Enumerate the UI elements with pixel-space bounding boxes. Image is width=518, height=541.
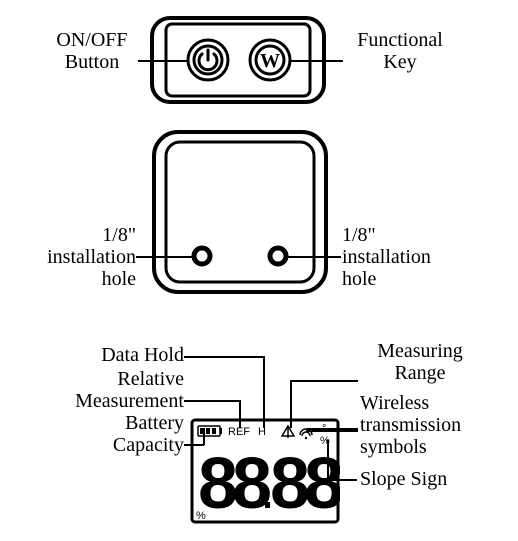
lcd-screen: REF H ° % 8 8 8 8 % <box>190 418 340 524</box>
relative-label: Relative Measurement <box>22 368 184 412</box>
slope-label: Slope Sign <box>360 468 490 490</box>
onoff-label: ON/OFF Button <box>42 29 142 73</box>
battery-label: Battery Capacity <box>50 412 184 456</box>
svg-text:8: 8 <box>304 444 340 524</box>
measuring-range-label: Measuring Range <box>360 340 480 384</box>
svg-text:%: % <box>196 510 206 522</box>
data-hold-label: Data Hold <box>54 344 184 366</box>
left-hole-label: 1/8" installation hole <box>8 224 136 290</box>
wireless-label: Wireless transmission symbols <box>360 392 500 458</box>
svg-text:8: 8 <box>270 444 308 524</box>
functional-label: Functional Key <box>345 29 455 73</box>
right-hole-label: 1/8" installation hole <box>342 224 472 290</box>
svg-text:H: H <box>258 426 266 438</box>
svg-text:8: 8 <box>232 444 270 524</box>
middle-module <box>150 128 330 296</box>
w-icon: W <box>260 50 280 72</box>
